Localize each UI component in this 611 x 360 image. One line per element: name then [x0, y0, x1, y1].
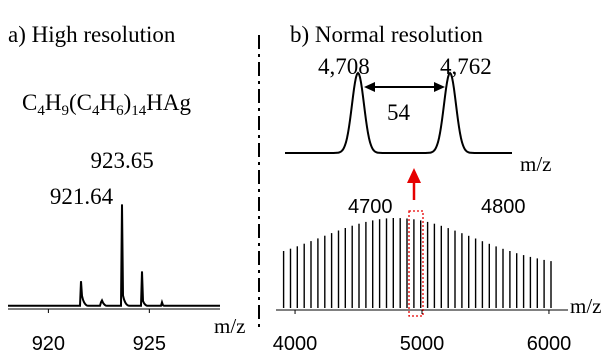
panel-b-label: b) Normal resolution [290, 22, 483, 47]
panel-a-x-tick-label: 925 [133, 333, 166, 355]
panel-a-label: a) High resolution [8, 22, 176, 47]
panel-a-x-tick-label: 920 [32, 333, 65, 355]
inset-trace [285, 71, 512, 154]
panel-b-x-tick-label: 5000 [400, 333, 445, 355]
highlight-box [408, 210, 424, 317]
formula-part: H [45, 90, 62, 115]
spacing-arrow-left-head [364, 82, 375, 92]
panel-b-inset-zoom: m/z 4,708 4,762 54 [285, 54, 552, 176]
high-resolution-trace [8, 204, 220, 307]
spacing-label: 54 [387, 100, 411, 125]
spacing-arrow-right-head [434, 82, 445, 92]
formula-part: H [99, 90, 116, 115]
panel-a-high-resolution-spectrum: m/z 920 925 921.64 923.65 [8, 148, 246, 355]
panel-a-x-axis-label: m/z [214, 314, 246, 338]
panel-b-normal-resolution-spectrum: 4700 4800 m/z 4000 5000 6000 [273, 196, 602, 355]
formula-subscript: 14 [131, 103, 147, 119]
zoom-arrow-head [407, 168, 421, 183]
inset-x-axis-label: m/z [520, 152, 552, 176]
inset-peak-label-1: 4,708 [318, 54, 370, 79]
peak-label: 923.65 [90, 148, 153, 173]
formula-subscript: 9 [61, 103, 69, 119]
formula-subscript: 4 [92, 103, 100, 119]
panel-b-x-axis-label: m/z [570, 294, 602, 318]
formula-part: HAg [146, 90, 191, 115]
formula-subscript: 4 [37, 103, 45, 119]
formula-part: C [22, 90, 37, 115]
formula-subscript: 6 [116, 103, 124, 119]
panel-b-x-tick-label: 6000 [527, 333, 572, 355]
panel-b-x-tick-label: 4000 [273, 333, 318, 355]
formula-part: ) [124, 90, 132, 115]
inset-peak-label-2: 4,762 [440, 54, 492, 79]
peak-label: 921.64 [50, 184, 114, 209]
upper-tick-label-4800: 4800 [481, 196, 526, 218]
chemical-formula: C4H9(C4H6)14HAg [22, 90, 191, 119]
upper-tick-label-4700: 4700 [348, 196, 393, 218]
formula-part: (C [69, 90, 92, 115]
